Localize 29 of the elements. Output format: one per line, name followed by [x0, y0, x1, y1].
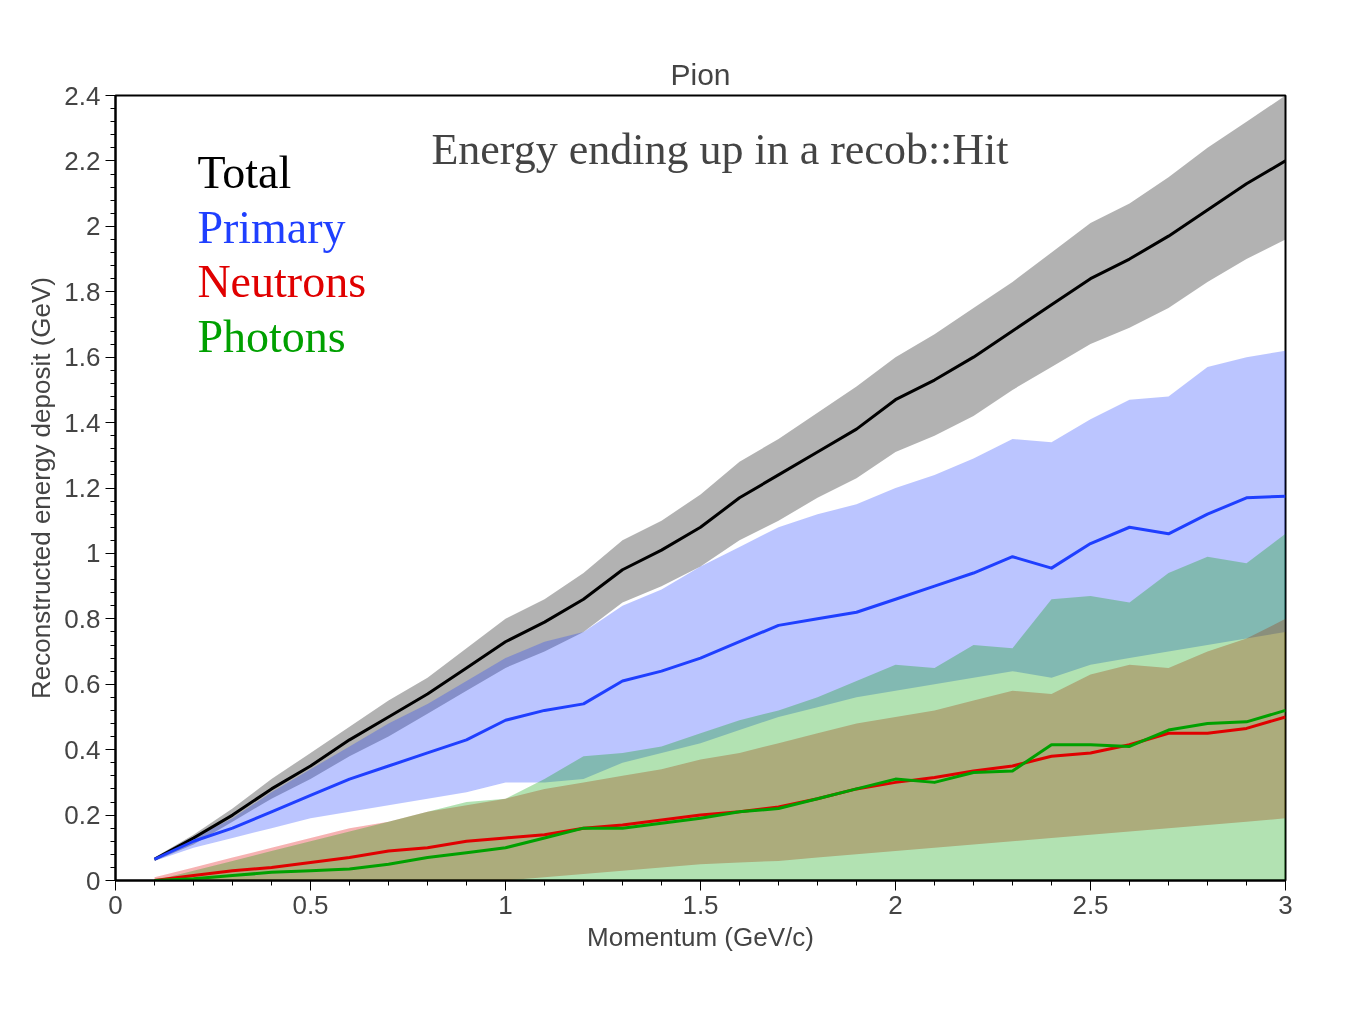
y-tick-label: 0.2 — [64, 800, 101, 831]
text: Photons — [197, 311, 346, 363]
text: Neutrons — [197, 256, 367, 308]
y-tick-label: 2 — [86, 211, 101, 242]
line-series — [153, 494, 1286, 861]
text: Total — [197, 146, 292, 198]
text: Primary — [197, 201, 346, 253]
chart-title: Pion — [670, 57, 731, 91]
x-tick-label: 2.5 — [1072, 889, 1109, 920]
y-tick-label: 1 — [86, 538, 101, 569]
x-tick-label: 2 — [888, 889, 903, 920]
y-tick-label: 0.6 — [64, 669, 101, 700]
x-tick-label: 0 — [108, 889, 123, 920]
y-tick-label: 1.6 — [64, 342, 101, 373]
y-tick-label: 0.4 — [64, 734, 101, 765]
x-tick-label: 3 — [1278, 889, 1293, 920]
y-tick-label: 0 — [86, 865, 101, 896]
x-tick-label: 1 — [498, 889, 513, 920]
y-tick-label: 2.2 — [64, 145, 101, 176]
y-tick-label: 2.4 — [64, 80, 101, 111]
y-tick-label: 1.2 — [64, 473, 101, 503]
y-tick-label: 1.4 — [64, 407, 101, 438]
annotation: Energy ending up in a recob::Hit — [431, 125, 1009, 174]
x-tick-label: 0.5 — [292, 889, 329, 920]
y-tick-label: 1.8 — [64, 276, 101, 307]
x-axis-title: Momentum (GeV/c) — [587, 921, 814, 952]
y-tick-label: 0.8 — [64, 603, 101, 634]
y-axis-title: Reconstructed energy deposit (GeV) — [26, 277, 57, 699]
x-tick-label: 1.5 — [682, 889, 719, 920]
